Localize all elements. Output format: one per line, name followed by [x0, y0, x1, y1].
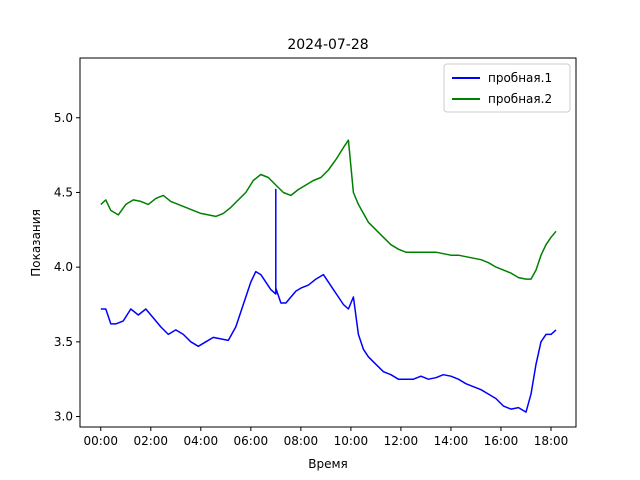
y-axis-label: Показания — [29, 209, 43, 277]
legend: пробная.1 пробная.2 — [443, 63, 571, 113]
x-tick-label: 14:00 — [434, 434, 469, 448]
x-tick-label: 02:00 — [133, 434, 168, 448]
x-tick-label: 00:00 — [83, 434, 118, 448]
series-line-2 — [100, 139, 557, 280]
y-tick-label: 3.5 — [54, 335, 73, 349]
plot-area — [79, 57, 577, 428]
y-tick-label: 4.5 — [54, 185, 73, 199]
y-tick-label: 5.0 — [54, 111, 73, 125]
x-tick-label: 16:00 — [484, 434, 519, 448]
series-line-1 — [100, 188, 557, 413]
x-axis-label: Время — [308, 457, 348, 471]
y-tick-label: 3.0 — [54, 410, 73, 424]
y-tick-label: 4.0 — [54, 260, 73, 274]
legend-label-1: пробная.1 — [488, 71, 552, 85]
y-axis: 3.0 3.5 4.0 4.5 5.0 — [54, 111, 80, 424]
legend-label-2: пробная.2 — [488, 92, 552, 106]
plot-frame — [79, 57, 577, 428]
x-tick-label: 08:00 — [284, 434, 319, 448]
x-tick-label: 06:00 — [234, 434, 269, 448]
chart-title: 2024-07-28 — [287, 37, 368, 53]
x-tick-label: 10:00 — [334, 434, 369, 448]
x-tick-label: 18:00 — [534, 434, 569, 448]
x-axis: 00:00 02:00 04:00 06:00 08:00 10:00 12:00 14:00… — [83, 427, 568, 448]
x-tick-label: 04:00 — [184, 434, 219, 448]
x-tick-label: 12:00 — [384, 434, 419, 448]
